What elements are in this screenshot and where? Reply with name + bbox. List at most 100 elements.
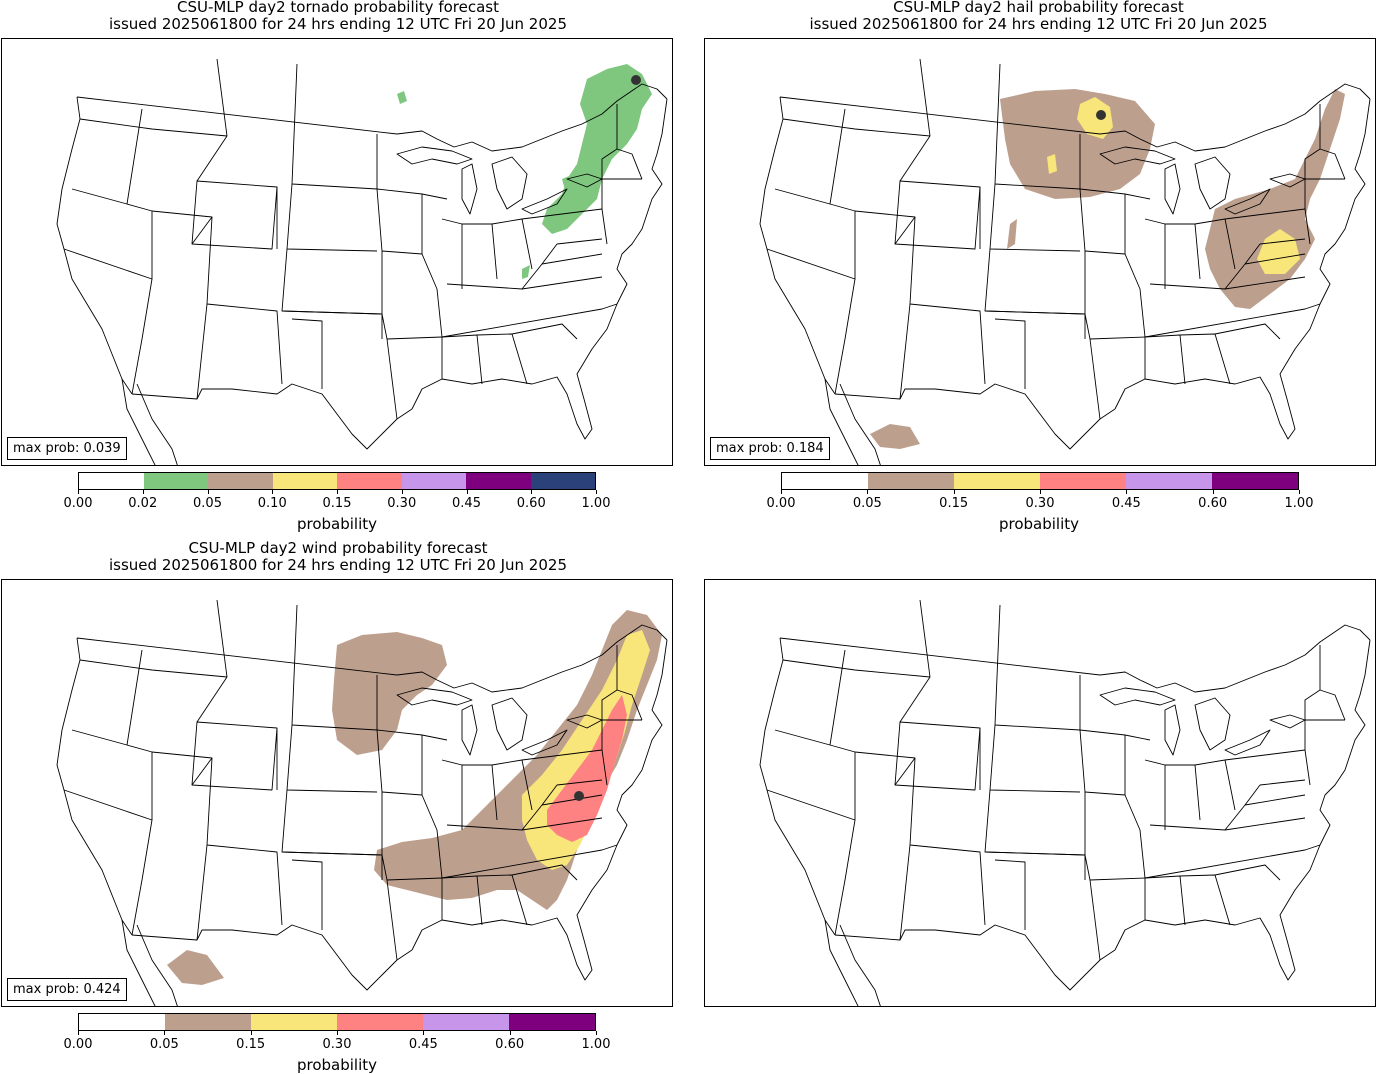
colorbar-tick: [596, 490, 597, 494]
colorbar-tick: [78, 1031, 79, 1035]
colorbar-tick-label: 0.02: [128, 496, 158, 511]
colorbar-tick-label: 0.30: [322, 1037, 352, 1052]
colorbar-segment: [251, 1014, 337, 1030]
colorbar-tick: [596, 1031, 597, 1035]
tornado-map: max prob: 0.039: [1, 38, 673, 466]
colorbar-tick-label: 0.45: [1111, 496, 1141, 511]
colorbar-tick-label: 0.30: [1025, 496, 1055, 511]
hail-title-line2: issued 2025061800 for 24 hrs ending 12 U…: [809, 15, 1268, 33]
colorbar-segment: [1126, 473, 1212, 489]
colorbar-tick: [78, 490, 79, 494]
colorbar-tick: [1212, 490, 1214, 494]
colorbar-segment: [423, 1014, 509, 1030]
colorbar-tick: [1040, 490, 1041, 494]
tornado-colorbar-ticks: 0.00 0.02 0.05 0.10 0.15 0.30 0.45 0.60 1.00: [64, 490, 610, 511]
wind-colorbar: [78, 1013, 596, 1031]
wind-panel: CSU-MLP day2 wind probability forecast i…: [0, 540, 680, 1074]
blank-map: [704, 579, 1376, 1007]
blank-panel: [700, 540, 1377, 1074]
colorbar-tick-label: 1.00: [581, 496, 611, 511]
colorbar-tick-label: 0.60: [495, 1037, 525, 1052]
wind-colorbar-ticks: 0.00 0.05 0.15 0.30 0.45 0.60 1.00: [64, 1031, 610, 1052]
wind-map: max prob: 0.424: [1, 579, 673, 1007]
hail-colorbar-label: probability: [998, 515, 1080, 533]
colorbar-segment: [79, 473, 144, 489]
colorbar-tick-label: 1.00: [581, 1037, 611, 1052]
wind-max-prob: max prob: 0.424: [7, 978, 127, 1001]
colorbar-segment: [208, 473, 273, 489]
colorbar-tick-label: 0.15: [939, 496, 969, 511]
colorbar-tick-label: 0.30: [387, 496, 417, 511]
hail-colorbar: [781, 472, 1299, 490]
hail-prob-area-0.05: [870, 89, 1345, 449]
colorbar-tick-label: 0.60: [1198, 496, 1228, 511]
colorbar-tick: [531, 490, 533, 494]
colorbar-tick-label: 0.00: [63, 1037, 93, 1052]
colorbar-segment: [868, 473, 954, 489]
tornado-colorbar: [78, 472, 596, 490]
colorbar-segment: [1212, 473, 1298, 489]
colorbar-segment: [79, 1014, 165, 1030]
hail-map: max prob: 0.184: [704, 38, 1376, 466]
colorbar-segment: [1040, 473, 1126, 489]
colorbar-segment: [143, 473, 208, 489]
colorbar-tick-label: 0.00: [766, 496, 796, 511]
hail-prob-area-0.15: [1047, 97, 1300, 274]
colorbar-tick-label: 0.05: [193, 496, 222, 511]
colorbar-tick-label: 0.45: [452, 496, 481, 511]
hail-max-prob: max prob: 0.184: [710, 437, 830, 460]
colorbar-tick: [207, 490, 209, 494]
colorbar-tick-label: 0.45: [408, 1037, 438, 1052]
colorbar-segment: [401, 473, 466, 489]
colorbar-tick-label: 0.10: [257, 496, 287, 511]
wind-max-point: [574, 791, 584, 801]
colorbar-tick-label: 0.60: [516, 496, 546, 511]
colorbar-tick: [1299, 490, 1300, 494]
colorbar-tick: [423, 1031, 425, 1035]
colorbar-segment: [272, 473, 337, 489]
colorbar-tick-label: 1.00: [1284, 496, 1314, 511]
colorbar-tick: [142, 490, 144, 494]
colorbar-tick: [509, 1031, 511, 1035]
colorbar-tick-label: 0.15: [236, 1037, 266, 1052]
colorbar-tick: [337, 490, 338, 494]
colorbar-tick: [250, 1031, 252, 1035]
colorbar-tick-label: 0.00: [63, 496, 93, 511]
hail-title-line1: CSU-MLP day2 hail probability forecast: [893, 0, 1184, 16]
hail-colorbar-ticks: 0.00 0.05 0.15 0.30 0.45 0.60 1.00: [767, 490, 1313, 511]
colorbar-tick: [272, 490, 274, 494]
colorbar-segment: [337, 473, 402, 489]
wind-colorbar-label: probability: [296, 1056, 378, 1074]
colorbar-tick-label: 0.05: [852, 496, 882, 511]
tornado-max-prob: max prob: 0.039: [7, 437, 127, 460]
colorbar-tick: [401, 490, 403, 494]
colorbar-tick-label: 0.15: [322, 496, 352, 511]
hail-panel: CSU-MLP day2 hail probability forecast i…: [700, 0, 1377, 540]
wind-prob-area-0.30: [547, 695, 627, 842]
colorbar-segment: [466, 473, 531, 489]
colorbar-tick: [164, 1031, 166, 1035]
colorbar-tick: [867, 490, 869, 494]
colorbar-segment: [165, 1014, 251, 1030]
colorbar-segment: [954, 473, 1040, 489]
tornado-title-line2: issued 2025061800 for 24 hrs ending 12 U…: [109, 15, 567, 33]
colorbar-tick: [781, 490, 782, 494]
tornado-prob-area-0.02: [397, 64, 652, 279]
colorbar-segment: [782, 473, 868, 489]
wind-title-line1: CSU-MLP day2 wind probability forecast: [188, 539, 488, 557]
tornado-colorbar-label: probability: [296, 515, 378, 533]
colorbar-tick: [953, 490, 955, 494]
colorbar-segment: [530, 473, 595, 489]
colorbar-tick: [337, 1031, 338, 1035]
tornado-title-line1: CSU-MLP day2 tornado probability forecas…: [177, 0, 499, 16]
tornado-panel: CSU-MLP day2 tornado probability forecas…: [0, 0, 680, 540]
hail-max-point: [1096, 110, 1106, 120]
colorbar-tick: [466, 490, 468, 494]
colorbar-segment: [337, 1014, 423, 1030]
colorbar-tick-label: 0.05: [149, 1037, 179, 1052]
colorbar-tick: [1126, 490, 1128, 494]
colorbar-segment: [509, 1014, 595, 1030]
tornado-max-point: [631, 75, 641, 85]
wind-prob-area-0.05: [167, 610, 662, 985]
wind-title-line2: issued 2025061800 for 24 hrs ending 12 U…: [109, 556, 567, 574]
